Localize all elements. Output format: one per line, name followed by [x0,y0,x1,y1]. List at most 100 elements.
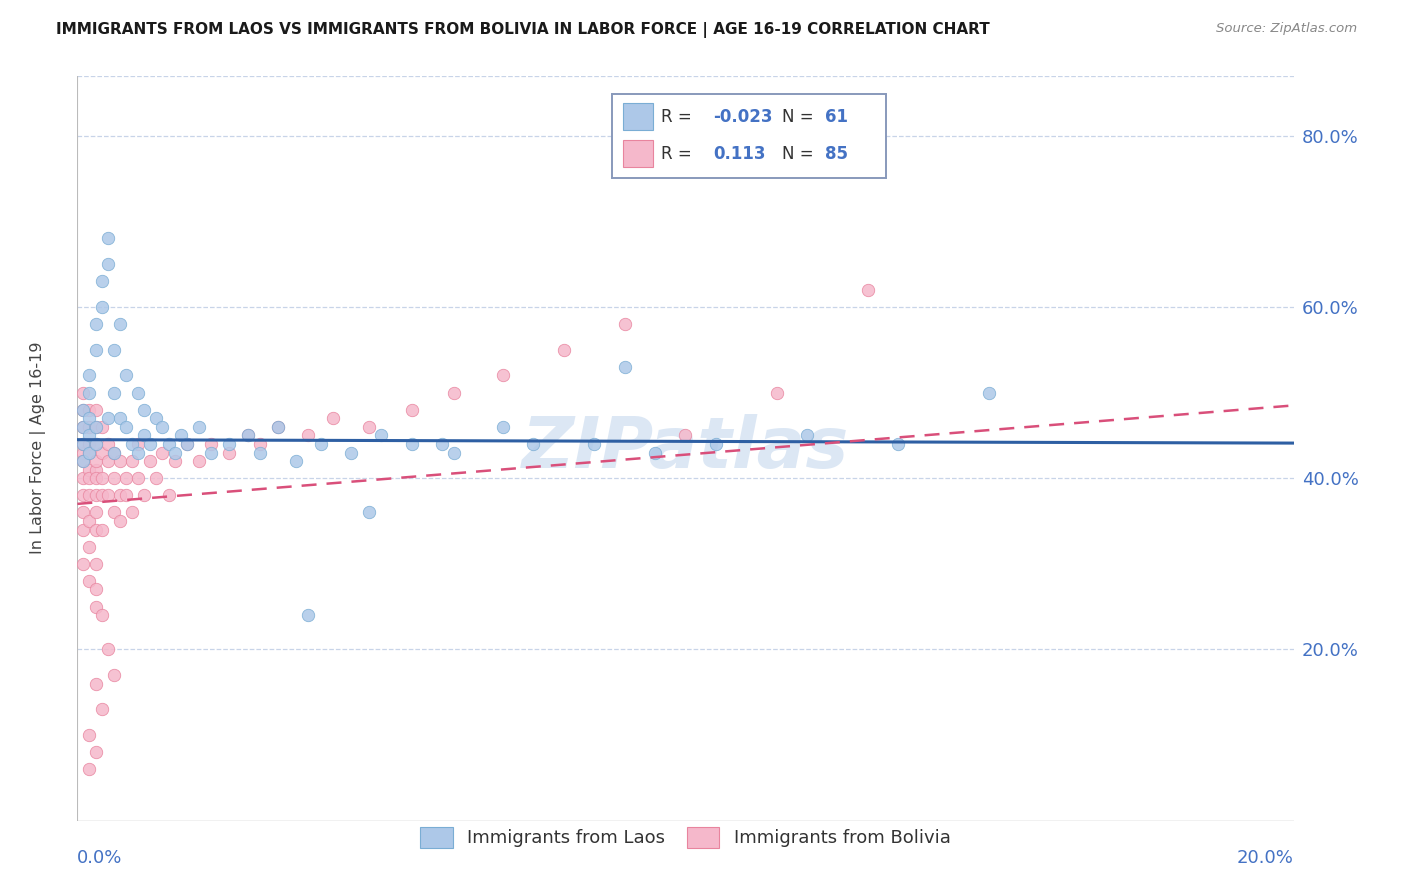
Point [90,300,112,314]
Point [218,437,240,451]
Point [443,445,465,459]
Point [644,445,666,459]
Point [84,523,107,537]
Point [72,471,94,485]
Point [90,445,112,459]
Point [613,317,636,331]
Point [79,462,101,476]
Point [553,343,575,357]
Point [79,437,101,451]
Point [115,488,138,502]
Point [108,411,131,425]
Point [285,454,308,468]
Point [84,462,107,476]
Point [108,514,131,528]
Point [236,428,259,442]
Point [84,745,107,759]
Point [163,445,186,459]
Point [163,454,186,468]
Point [359,505,381,519]
Point [583,437,606,451]
Point [121,505,143,519]
Point [79,402,101,417]
Point [79,540,101,554]
Text: N =: N = [782,108,818,126]
Point [90,608,112,623]
Point [84,488,107,502]
Point [79,445,101,459]
Point [979,385,1001,400]
Point [115,368,138,383]
Point [84,599,107,614]
Text: 61: 61 [825,108,848,126]
Point [79,411,101,425]
Point [97,642,120,657]
Point [84,402,107,417]
Legend: Immigrants from Laos, Immigrants from Bolivia: Immigrants from Laos, Immigrants from Bo… [413,820,957,855]
Point [79,728,101,742]
Point [401,437,423,451]
Point [79,385,101,400]
Point [218,445,240,459]
Point [79,471,101,485]
Point [267,420,290,434]
Point [267,420,290,434]
Point [72,420,94,434]
Point [115,471,138,485]
Point [309,437,332,451]
Point [200,445,222,459]
Text: Source: ZipAtlas.com: Source: ZipAtlas.com [1216,22,1357,36]
Point [127,471,149,485]
Point [97,488,120,502]
Point [84,317,107,331]
Point [72,523,94,537]
Point [84,343,107,357]
Point [297,428,319,442]
Point [97,454,120,468]
Text: N =: N = [782,145,818,163]
Point [249,445,271,459]
Point [90,471,112,485]
Point [79,428,101,442]
Point [72,488,94,502]
Point [97,437,120,451]
Point [84,471,107,485]
Point [72,445,94,459]
Point [134,488,156,502]
Point [134,428,156,442]
Point [704,437,727,451]
Point [79,420,101,434]
Point [84,437,107,451]
Point [72,402,94,417]
Bar [623,140,652,168]
Point [121,454,143,468]
Point [90,523,112,537]
Point [84,454,107,468]
Point [127,437,149,451]
Point [134,402,156,417]
Point [97,257,120,271]
Point [90,702,112,716]
Point [84,420,107,434]
Point [145,411,167,425]
Point [79,574,101,588]
Point [675,428,697,442]
Point [401,402,423,417]
Text: -0.023: -0.023 [713,108,772,126]
Point [97,231,120,245]
Text: IMMIGRANTS FROM LAOS VS IMMIGRANTS FROM BOLIVIA IN LABOR FORCE | AGE 16-19 CORRE: IMMIGRANTS FROM LAOS VS IMMIGRANTS FROM … [56,22,990,38]
Point [443,385,465,400]
Point [79,488,101,502]
Point [249,437,271,451]
Point [84,505,107,519]
Point [887,437,910,451]
Point [492,420,515,434]
Text: 0.113: 0.113 [713,145,765,163]
Point [765,385,787,400]
Point [108,454,131,468]
Point [90,274,112,288]
Point [856,283,879,297]
Point [115,420,138,434]
Point [108,488,131,502]
Point [236,428,259,442]
